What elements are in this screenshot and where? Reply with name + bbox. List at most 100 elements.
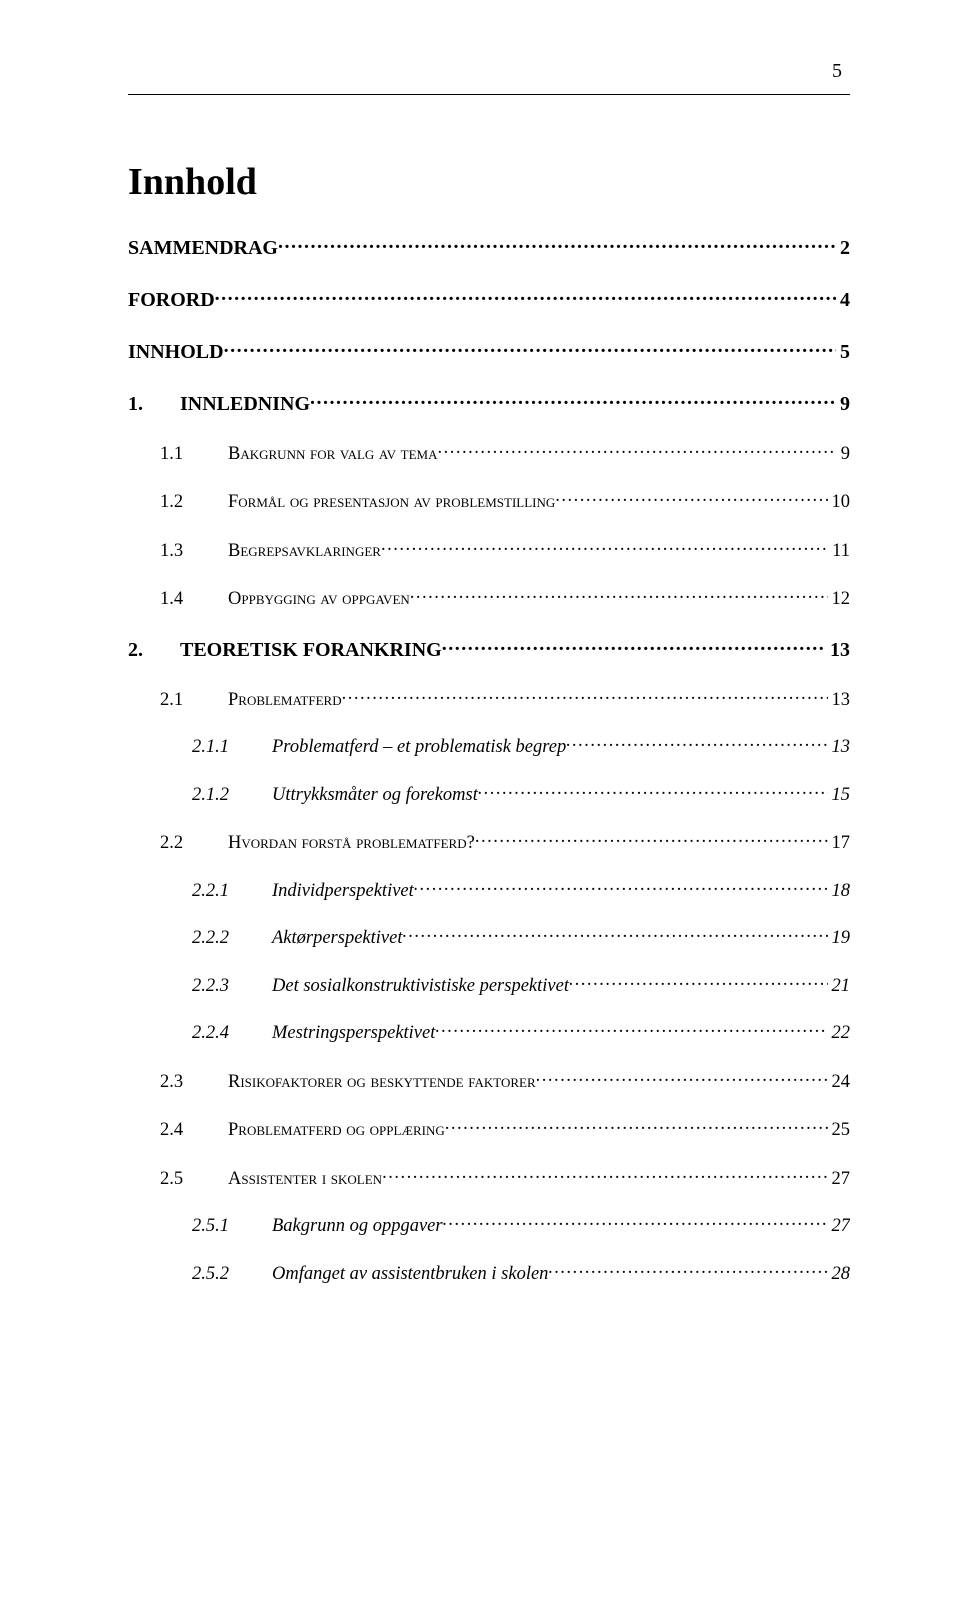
toc-entry: 2.1.1Problematferd – et problematisk beg… xyxy=(192,734,850,759)
toc-entry: 2.2.1Individperspektivet 18 xyxy=(192,877,850,902)
toc-entry-section: 1.4 xyxy=(160,589,228,610)
toc-entry-label: Problematferd – et problematisk begrep xyxy=(272,737,566,758)
toc-entry-page: 13 xyxy=(828,690,851,711)
toc-entry: 2.1Problematferd13 xyxy=(160,686,850,711)
toc-entry-page: 10 xyxy=(828,492,851,513)
toc-entry: 2.2.3Det sosialkonstruktivistiske perspe… xyxy=(192,972,850,997)
toc-leader-dots xyxy=(310,390,836,410)
toc-entry-section: 2.2 xyxy=(160,833,228,854)
toc-entry: 1.INNLEDNING9 xyxy=(128,390,850,416)
toc-entry-section: 2.1.2 xyxy=(192,785,272,806)
toc-leader-dots xyxy=(381,537,828,556)
toc-entry-page: 4 xyxy=(836,289,850,312)
toc-entry: SAMMENDRAG2 xyxy=(128,234,850,260)
toc-leader-dots xyxy=(566,734,827,753)
page-number: 5 xyxy=(832,60,842,83)
toc-entry-section: 2.1 xyxy=(160,690,228,711)
toc-leader-dots xyxy=(569,972,828,991)
toc-entry-label: Bakgrunn for valg av tema xyxy=(228,444,438,465)
toc-entry-label: Mestringsperspektivet xyxy=(272,1023,435,1044)
toc-leader-dots xyxy=(410,586,828,605)
toc-entry-page: 18 xyxy=(828,881,851,902)
toc-entry-section: 2.2.2 xyxy=(192,928,272,949)
toc-entry: 1.3Begrepsavklaringer 11 xyxy=(160,537,850,562)
toc-entry-section: 2.5 xyxy=(160,1169,228,1190)
toc-entry-section: 2.5.2 xyxy=(192,1264,272,1285)
toc-entry: 2.2.2Aktørperspektivet19 xyxy=(192,925,850,950)
page-title: Innhold xyxy=(128,160,850,204)
toc-entry: INNHOLD5 xyxy=(128,338,850,364)
toc-entry-section: 2.1.1 xyxy=(192,737,272,758)
toc-entry-section: 2.4 xyxy=(160,1120,228,1141)
toc-entry-label: Uttrykksmåter og forekomst xyxy=(272,785,478,806)
toc-leader-dots xyxy=(445,1117,828,1136)
toc-entry: 2.4Problematferd og opplæring 25 xyxy=(160,1117,850,1142)
toc-leader-dots xyxy=(548,1260,827,1279)
toc-entry-page: 25 xyxy=(828,1120,851,1141)
toc-entry-label: Aktørperspektivet xyxy=(272,928,402,949)
toc-leader-dots xyxy=(414,877,828,896)
toc-entry-section: 1.3 xyxy=(160,541,228,562)
toc-entry-page: 28 xyxy=(828,1264,851,1285)
toc-entry-section: 2.2.3 xyxy=(192,976,272,997)
toc-leader-dots xyxy=(443,1213,828,1232)
toc-entry-label: Individperspektivet xyxy=(272,881,414,902)
toc-entry-label: INNLEDNING xyxy=(180,393,310,416)
toc-leader-dots xyxy=(438,440,837,459)
toc-entry-section: 2.5.1 xyxy=(192,1216,272,1237)
toc-entry-page: 11 xyxy=(828,541,850,562)
toc-entry-page: 15 xyxy=(828,785,851,806)
toc-entry: FORORD 4 xyxy=(128,286,850,312)
toc-entry-label: FORORD xyxy=(128,289,215,312)
toc-leader-dots xyxy=(342,686,828,705)
toc-entry-page: 13 xyxy=(826,639,850,662)
toc-entry-label: TEORETISK FORANKRING xyxy=(180,639,442,662)
toc-entry-page: 13 xyxy=(828,737,851,758)
toc-content: Innhold SAMMENDRAG2 FORORD 4 INNHOLD5 1.INNL… xyxy=(128,160,850,1285)
toc-entry-section: 1. xyxy=(128,393,180,416)
toc-entry-label: Assistenter i skolen xyxy=(228,1169,382,1190)
toc-entry: 2.2Hvordan forstå problematferd?17 xyxy=(160,830,850,855)
toc-entry-label: INNHOLD xyxy=(128,341,224,364)
toc-entry: 2.1.2Uttrykksmåter og forekomst 15 xyxy=(192,781,850,806)
toc-entry: 2.3Risikofaktorer og beskyttende faktore… xyxy=(160,1068,850,1093)
header-rule xyxy=(128,94,850,95)
toc-leader-dots xyxy=(442,636,826,656)
toc-entry-section: 2. xyxy=(128,639,180,662)
toc-leader-dots xyxy=(224,338,836,358)
toc-entry: 2.5.1Bakgrunn og oppgaver27 xyxy=(192,1213,850,1238)
toc-entry-section: 2.2.1 xyxy=(192,881,272,902)
toc-leader-dots xyxy=(402,925,827,944)
toc-entry-section: 1.1 xyxy=(160,444,228,465)
toc-entry-page: 2 xyxy=(836,237,850,260)
toc-entry: 1.2Formål og presentasjon av problemstil… xyxy=(160,489,850,514)
toc-entry-label: Formål og presentasjon av problemstillin… xyxy=(228,492,555,513)
toc-leader-dots xyxy=(435,1020,827,1039)
toc-entry-label: Risikofaktorer og beskyttende faktorer xyxy=(228,1072,536,1093)
toc-entry-page: 17 xyxy=(828,833,851,854)
toc-entry-page: 22 xyxy=(828,1023,851,1044)
toc-entry-page: 27 xyxy=(828,1169,851,1190)
toc-entry-page: 24 xyxy=(828,1072,851,1093)
toc-entry-page: 21 xyxy=(828,976,851,997)
toc-entry-section: 2.3 xyxy=(160,1072,228,1093)
toc-entry: 2.5.2Omfanget av assistentbruken i skole… xyxy=(192,1260,850,1285)
toc-entry-page: 12 xyxy=(828,589,851,610)
toc-leader-dots xyxy=(382,1165,827,1184)
toc-entry-label: Det sosialkonstruktivistiske perspektive… xyxy=(272,976,569,997)
toc-entry-label: Omfanget av assistentbruken i skolen xyxy=(272,1264,548,1285)
toc-leader-dots xyxy=(478,781,828,800)
toc-entry: 2.TEORETISK FORANKRING 13 xyxy=(128,636,850,662)
toc-entry: 2.2.4Mestringsperspektivet 22 xyxy=(192,1020,850,1045)
toc-list: SAMMENDRAG2FORORD4INNHOLD51.INNLEDNING91… xyxy=(128,234,850,1285)
toc-entry: 1.4Oppbygging av oppgaven 12 xyxy=(160,586,850,611)
toc-entry-section: 1.2 xyxy=(160,492,228,513)
toc-entry: 2.5Assistenter i skolen 27 xyxy=(160,1165,850,1190)
toc-entry-label: Problematferd og opplæring xyxy=(228,1120,445,1141)
toc-entry-label: Begrepsavklaringer xyxy=(228,541,381,562)
toc-entry-section: 2.2.4 xyxy=(192,1023,272,1044)
toc-leader-dots xyxy=(475,830,828,849)
toc-leader-dots xyxy=(278,234,836,254)
toc-entry-label: Oppbygging av oppgaven xyxy=(228,589,410,610)
toc-entry-label: Bakgrunn og oppgaver xyxy=(272,1216,443,1237)
